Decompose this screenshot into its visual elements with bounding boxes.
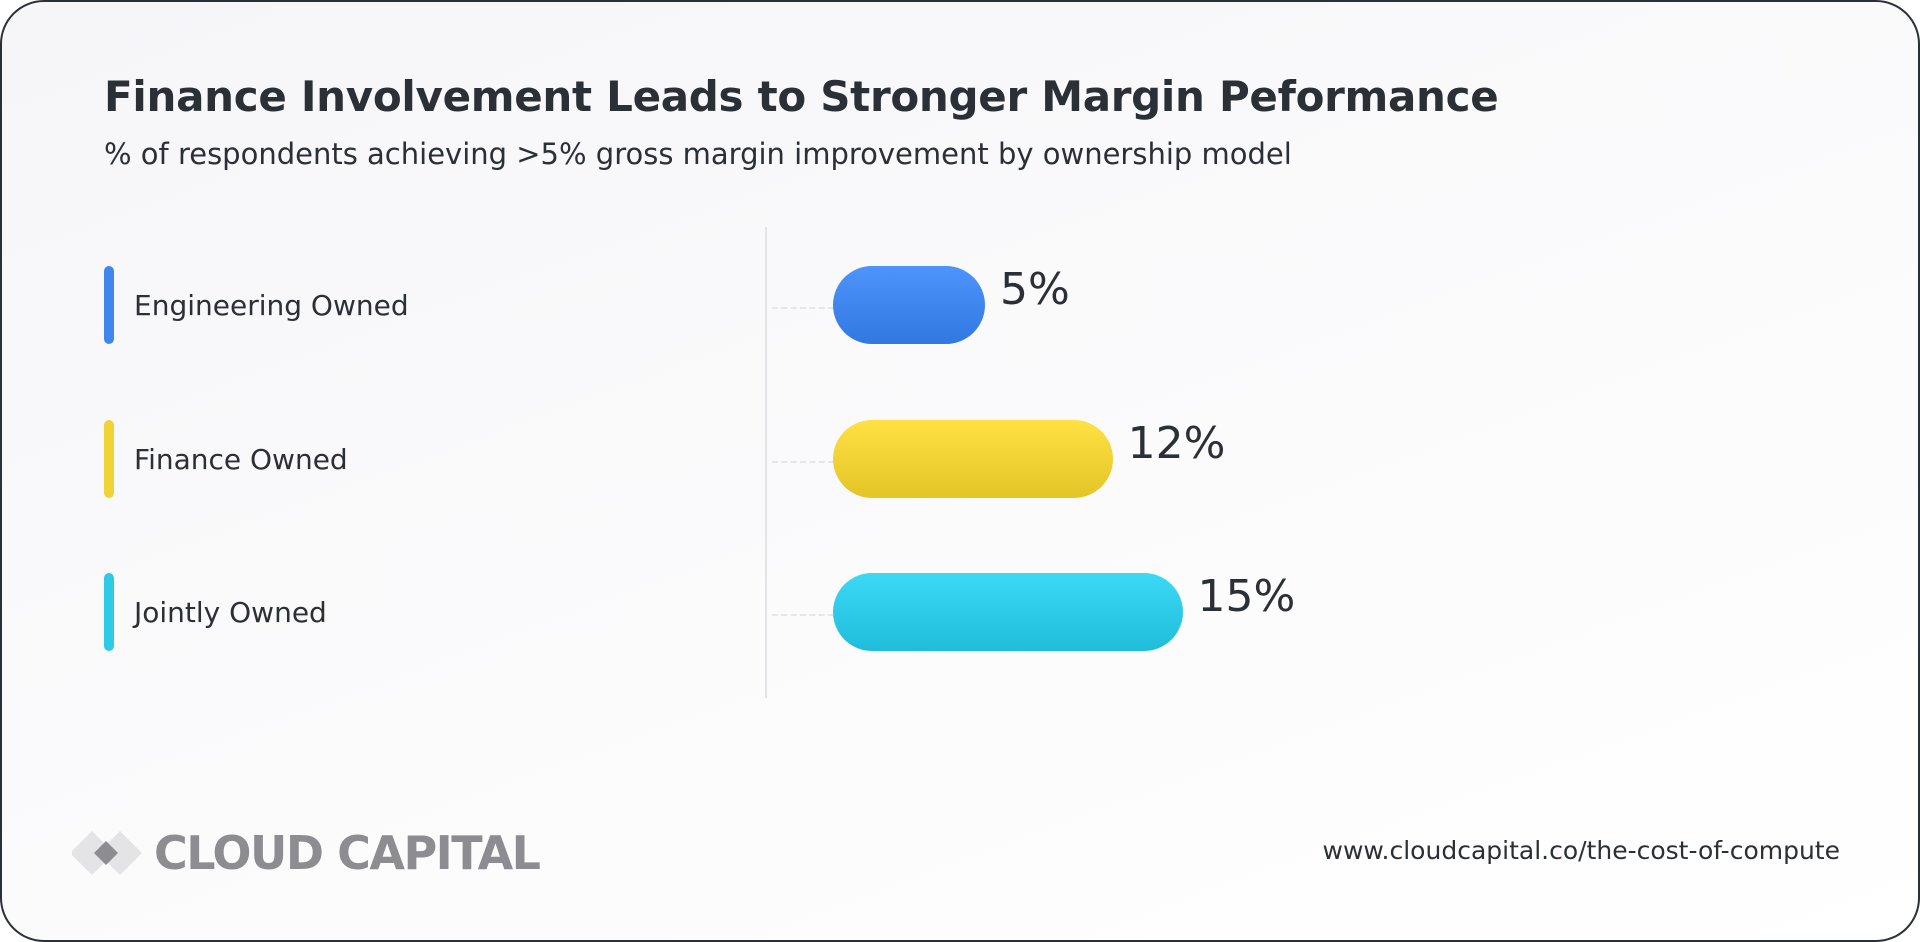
guide-line	[772, 307, 834, 309]
value-label-finance-owned: 12%	[1127, 418, 1226, 469]
bar-engineering-owned	[833, 266, 985, 344]
cloud-capital-logo: CLOUD CAPITAL	[72, 826, 541, 880]
category-engineering-owned: Engineering Owned	[104, 266, 409, 344]
chart-title: Finance Involvement Leads to Stronger Ma…	[104, 72, 1499, 121]
chart-subtitle: % of respondents achieving >5% gross mar…	[104, 137, 1292, 171]
source-url: www.cloudcapital.co/the-cost-of-compute	[1322, 836, 1841, 865]
category-label: Engineering Owned	[134, 288, 409, 322]
bar-finance-owned	[833, 420, 1113, 498]
guide-line	[772, 461, 834, 463]
logo-text: CLOUD CAPITAL	[154, 826, 541, 880]
diamond-logo-icon	[72, 831, 142, 875]
guide-line	[772, 614, 834, 616]
category-finance-owned: Finance Owned	[104, 420, 348, 498]
category-marker	[104, 573, 114, 651]
category-label: Jointly Owned	[134, 595, 327, 629]
category-marker	[104, 420, 114, 498]
bar-jointly-owned	[833, 573, 1183, 651]
category-jointly-owned: Jointly Owned	[104, 573, 327, 651]
category-label: Finance Owned	[134, 442, 348, 476]
value-label-engineering-owned: 5%	[1000, 264, 1070, 315]
value-label-jointly-owned: 15%	[1197, 571, 1296, 622]
category-axis-line	[765, 227, 767, 698]
category-marker	[104, 266, 114, 344]
